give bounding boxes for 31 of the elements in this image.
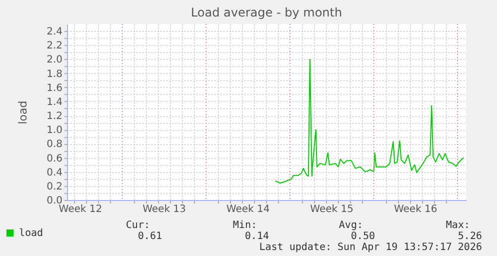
text: 5.26 <box>458 231 482 242</box>
x-tick-label: Week 13 <box>142 204 186 215</box>
y-tick-label: 1.4 <box>46 96 62 108</box>
y-tick-label: 1.6 <box>46 82 62 94</box>
text: Min: <box>232 220 257 231</box>
text: 0.14 <box>244 231 269 242</box>
y-tick-label: 0.4 <box>46 167 62 178</box>
text: Max: <box>446 220 470 231</box>
y-tick-label: 0.2 <box>46 181 62 192</box>
text: 0.61 <box>138 231 162 242</box>
x-tick-label: Week 16 <box>394 204 438 215</box>
line-series <box>274 58 464 184</box>
legend-label: load <box>19 228 44 239</box>
text: Cur: <box>126 220 150 231</box>
y-tick-label: 2.4 <box>46 26 62 38</box>
y-tick-label: 1.2 <box>46 111 62 122</box>
y-tick-label: 2.0 <box>46 54 62 66</box>
x-tick-label: Week 15 <box>310 204 354 215</box>
y-tick-label: 0.8 <box>46 139 62 150</box>
chart-title: Load average - by month <box>190 6 342 20</box>
y-axis-title: load <box>16 100 30 124</box>
y-tick-label: 2.2 <box>46 40 62 52</box>
x-tick-label: Week 12 <box>58 204 102 215</box>
y-tick-label: 0.6 <box>46 153 62 164</box>
x-tick-label: Week 14 <box>226 204 270 215</box>
text: Avg: <box>338 220 363 231</box>
text: 0.50 <box>350 231 375 242</box>
y-tick-label: 0.0 <box>46 196 62 206</box>
y-tick-label: 1.8 <box>46 68 62 80</box>
text: Last update: Sun Apr 19 13:57:17 2026 <box>259 242 482 253</box>
y-tick-label: 1.0 <box>46 125 62 136</box>
